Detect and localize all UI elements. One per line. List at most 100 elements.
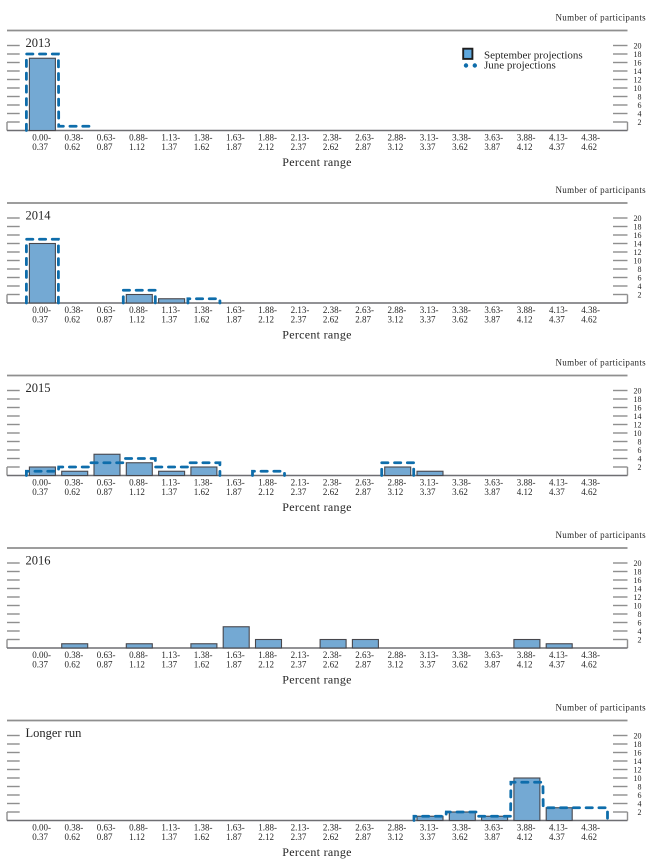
svg-text:2: 2: [638, 118, 642, 127]
svg-text:2.63-2.87: 2.63-2.87: [355, 305, 374, 324]
svg-text:8: 8: [638, 92, 642, 101]
svg-text:3.13-3.37: 3.13-3.37: [420, 478, 439, 497]
svg-text:Percent range: Percent range: [282, 845, 352, 859]
svg-text:1.63-1.87: 1.63-1.87: [226, 823, 245, 842]
svg-text:3.13-3.37: 3.13-3.37: [420, 133, 439, 152]
svg-text:2: 2: [638, 290, 642, 299]
svg-text:1.63-1.87: 1.63-1.87: [226, 133, 245, 152]
svg-text:2013: 2013: [26, 36, 51, 50]
svg-text:1.63-1.87: 1.63-1.87: [226, 478, 245, 497]
svg-text:2.63-2.87: 2.63-2.87: [355, 823, 374, 842]
svg-text:2.13-2.37: 2.13-2.37: [291, 133, 310, 152]
svg-text:16: 16: [634, 58, 642, 67]
svg-text:2.63-2.87: 2.63-2.87: [355, 478, 374, 497]
svg-text:1.13-1.37: 1.13-1.37: [161, 823, 180, 842]
svg-text:16: 16: [634, 231, 642, 240]
svg-text:4.38-4.62: 4.38-4.62: [581, 650, 600, 669]
svg-text:4.13-4.37: 4.13-4.37: [549, 650, 568, 669]
svg-text:Longer run: Longer run: [26, 726, 83, 740]
svg-text:10: 10: [634, 84, 642, 93]
svg-text:18: 18: [634, 50, 642, 59]
svg-text:4.13-4.37: 4.13-4.37: [549, 823, 568, 842]
svg-text:3.88-4.12: 3.88-4.12: [517, 650, 536, 669]
svg-text:Percent range: Percent range: [282, 500, 352, 514]
svg-text:1.38-1.62: 1.38-1.62: [194, 478, 213, 497]
svg-text:6: 6: [638, 101, 642, 110]
svg-text:16: 16: [634, 403, 642, 412]
svg-text:20: 20: [634, 386, 642, 395]
svg-text:0.63-0.87: 0.63-0.87: [97, 823, 116, 842]
svg-text:16: 16: [634, 576, 642, 585]
svg-text:1.38-1.62: 1.38-1.62: [194, 823, 213, 842]
svg-text:4: 4: [638, 282, 642, 291]
svg-text:10: 10: [634, 601, 642, 610]
svg-text:14: 14: [634, 239, 642, 248]
svg-text:3.63-3.87: 3.63-3.87: [484, 823, 503, 842]
svg-text:18: 18: [634, 740, 642, 749]
svg-text:4: 4: [638, 109, 642, 118]
svg-text:12: 12: [634, 75, 642, 84]
svg-text:Percent range: Percent range: [282, 155, 352, 169]
svg-text:18: 18: [634, 222, 642, 231]
svg-text:8: 8: [638, 437, 642, 446]
svg-text:2.88-3.12: 2.88-3.12: [388, 305, 407, 324]
svg-text:2.88-3.12: 2.88-3.12: [388, 823, 407, 842]
svg-text:10: 10: [634, 429, 642, 438]
svg-text:Number of participants: Number of participants: [555, 358, 646, 368]
svg-text:3.88-4.12: 3.88-4.12: [517, 823, 536, 842]
svg-text:0.63-0.87: 0.63-0.87: [97, 478, 116, 497]
svg-text:4.38-4.62: 4.38-4.62: [581, 478, 600, 497]
svg-text:Number of participants: Number of participants: [555, 530, 646, 540]
svg-text:14: 14: [634, 584, 642, 593]
svg-text:8: 8: [638, 610, 642, 619]
svg-text:2.38-2.62: 2.38-2.62: [323, 133, 342, 152]
svg-text:0.38-0.62: 0.38-0.62: [65, 823, 84, 842]
svg-text:Number of participants: Number of participants: [555, 13, 646, 23]
svg-text:0.38-0.62: 0.38-0.62: [65, 133, 84, 152]
svg-text:1.63-1.87: 1.63-1.87: [226, 650, 245, 669]
svg-text:1.38-1.62: 1.38-1.62: [194, 133, 213, 152]
svg-text:0.88-1.12: 0.88-1.12: [129, 133, 148, 152]
svg-text:2.13-2.37: 2.13-2.37: [291, 478, 310, 497]
svg-text:0.00-0.37: 0.00-0.37: [32, 133, 51, 152]
svg-text:3.38-3.62: 3.38-3.62: [452, 823, 471, 842]
svg-text:20: 20: [634, 559, 642, 568]
svg-text:12: 12: [634, 593, 642, 602]
svg-text:4.13-4.37: 4.13-4.37: [549, 478, 568, 497]
svg-text:3.63-3.87: 3.63-3.87: [484, 478, 503, 497]
svg-text:4: 4: [638, 799, 642, 808]
svg-text:0.00-0.37: 0.00-0.37: [32, 478, 51, 497]
svg-text:0.38-0.62: 0.38-0.62: [65, 478, 84, 497]
svg-text:3.38-3.62: 3.38-3.62: [452, 650, 471, 669]
svg-text:16: 16: [634, 748, 642, 757]
svg-text:1.38-1.62: 1.38-1.62: [194, 305, 213, 324]
svg-text:0.63-0.87: 0.63-0.87: [97, 133, 116, 152]
svg-text:12: 12: [634, 765, 642, 774]
svg-text:2.88-3.12: 2.88-3.12: [388, 133, 407, 152]
svg-text:2015: 2015: [26, 381, 51, 395]
svg-text:1.88-2.12: 1.88-2.12: [258, 305, 277, 324]
svg-text:0.38-0.62: 0.38-0.62: [65, 650, 84, 669]
svg-text:0.88-1.12: 0.88-1.12: [129, 305, 148, 324]
svg-text:0.63-0.87: 0.63-0.87: [97, 305, 116, 324]
svg-text:2014: 2014: [26, 208, 52, 222]
svg-text:1.88-2.12: 1.88-2.12: [258, 823, 277, 842]
svg-text:20: 20: [634, 214, 642, 223]
svg-text:2.88-3.12: 2.88-3.12: [388, 478, 407, 497]
svg-text:3.13-3.37: 3.13-3.37: [420, 305, 439, 324]
svg-text:1.38-1.62: 1.38-1.62: [194, 650, 213, 669]
svg-text:3.88-4.12: 3.88-4.12: [517, 478, 536, 497]
svg-text:1.13-1.37: 1.13-1.37: [161, 478, 180, 497]
svg-text:3.13-3.37: 3.13-3.37: [420, 650, 439, 669]
svg-text:2.13-2.37: 2.13-2.37: [291, 823, 310, 842]
svg-text:0.88-1.12: 0.88-1.12: [129, 650, 148, 669]
svg-text:3.38-3.62: 3.38-3.62: [452, 133, 471, 152]
svg-text:10: 10: [634, 256, 642, 265]
svg-text:20: 20: [634, 41, 642, 50]
svg-text:2.38-2.62: 2.38-2.62: [323, 823, 342, 842]
svg-text:0.38-0.62: 0.38-0.62: [65, 305, 84, 324]
svg-text:1.88-2.12: 1.88-2.12: [258, 133, 277, 152]
svg-text:8: 8: [638, 782, 642, 791]
svg-text:0.00-0.37: 0.00-0.37: [32, 305, 51, 324]
svg-text:2: 2: [638, 463, 642, 472]
